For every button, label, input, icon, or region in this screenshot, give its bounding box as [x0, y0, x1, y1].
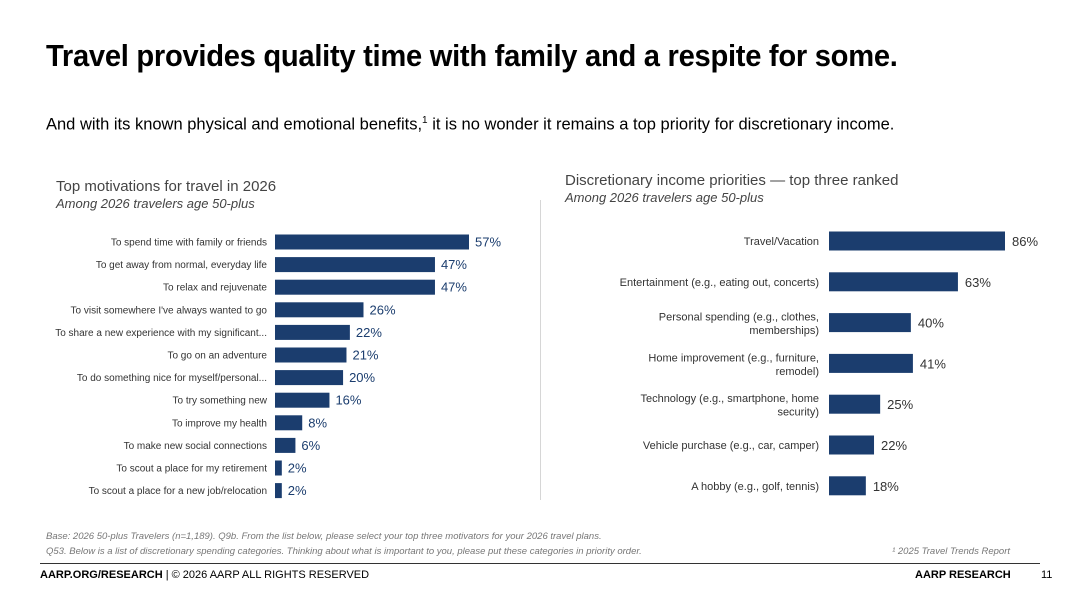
footer-brand: AARP RESEARCH [915, 569, 1011, 581]
left-value-label: 2% [288, 461, 307, 476]
right-category-label: A hobby (e.g., golf, tennis) [691, 481, 819, 493]
left-value-label: 6% [301, 438, 320, 453]
right-category-label: Personal spending (e.g., clothes, members… [659, 312, 819, 338]
left-category-label: To go on an adventure [167, 351, 267, 362]
right-category-label: Travel/Vacation [744, 236, 819, 248]
right-bar [829, 476, 866, 496]
left-value-label: 8% [308, 415, 327, 430]
left-value-label: 16% [335, 393, 361, 408]
footer-divider [40, 563, 1040, 564]
right-value-label: 63% [965, 275, 991, 290]
left-category-label: To scout a place for my retirement [116, 464, 267, 475]
footer-rights: | © 2026 AARP ALL RIGHTS RESERVED [162, 569, 370, 581]
subtitle-text: And with its known physical and emotiona… [46, 115, 423, 134]
left-bar [275, 460, 282, 476]
left-category-label: To try something new [173, 396, 268, 407]
left-category-label: To scout a place for a new job/relocatio… [89, 486, 267, 497]
left-bar [275, 392, 330, 408]
right-category-label: Entertainment (e.g., eating out, concert… [620, 277, 819, 289]
page-subtitle: And with its known physical and emotiona… [46, 115, 894, 135]
left-bar [275, 370, 344, 386]
right-value-label: 41% [920, 356, 946, 371]
left-bar [275, 257, 435, 273]
left-bar [275, 234, 469, 250]
left-category-label: To share a new experience with my signif… [55, 328, 267, 339]
left-bar [275, 324, 350, 340]
right-category-label-line: security) [777, 407, 819, 419]
right-category-label-line: memberships) [749, 325, 819, 337]
left-value-label: 47% [441, 257, 467, 272]
footnote-base: Base: 2026 50-plus Travelers (n=1,189). … [46, 531, 602, 542]
footer-copyright: AARP.ORG/RESEARCH | © 2026 AARP ALL RIGH… [40, 569, 369, 581]
subtitle-footnote-ref: 1 [422, 115, 428, 126]
right-value-label: 22% [881, 438, 907, 453]
left-value-label: 20% [349, 370, 375, 385]
right-bar [829, 231, 1005, 251]
right-value-label: 18% [873, 479, 899, 494]
page-title: Travel provides quality time with family… [46, 38, 898, 73]
left-value-label: 22% [356, 325, 382, 340]
left-value-label: 2% [288, 483, 307, 498]
left-bar [275, 347, 347, 363]
left-chart-subtitle: Among 2026 travelers age 50-plus [56, 196, 255, 211]
left-category-label: To spend time with family or friends [111, 238, 267, 249]
right-category-label-line: Personal spending (e.g., clothes, [659, 312, 819, 324]
left-category-label: To relax and rejuvenate [163, 283, 267, 294]
right-value-label: 86% [1012, 234, 1038, 249]
footnote-q53: Q53. Below is a list of discretionary sp… [46, 546, 642, 557]
right-bar [829, 272, 958, 292]
right-category-label: Home improvement (e.g., furniture, remode… [648, 352, 819, 378]
right-category-label-line: remodel) [776, 366, 819, 378]
right-chart-subtitle: Among 2026 travelers age 50-plus [565, 190, 764, 205]
footnote-reference: ¹ 2025 Travel Trends Report [892, 546, 1010, 557]
left-bar [275, 437, 296, 453]
right-category-label-line: Home improvement (e.g., furniture, [648, 352, 819, 364]
chart-divider [540, 200, 541, 500]
left-bar [275, 415, 303, 431]
left-category-label: To improve my health [172, 418, 267, 429]
page-number: 11 [1041, 569, 1053, 581]
left-bar [275, 302, 364, 318]
motivations-bar-chart: To spend time with family or friends 57% T… [55, 234, 501, 499]
right-bar [829, 353, 913, 373]
right-category-label-line: Technology (e.g., smartphone, home [640, 393, 819, 405]
right-value-label: 40% [918, 316, 944, 331]
right-bar [829, 435, 875, 455]
right-chart-title: Discretionary income priorities — top th… [565, 172, 899, 189]
right-bar [829, 394, 881, 414]
left-bar [275, 483, 282, 499]
left-category-label: To get away from normal, everyday life [96, 260, 268, 271]
left-value-label: 21% [352, 348, 378, 363]
left-category-label: To visit somewhere I've always wanted to… [71, 305, 268, 316]
left-value-label: 47% [441, 280, 467, 295]
subtitle-text-after: it is no wonder it remains a top priorit… [427, 115, 895, 134]
left-value-label: 26% [369, 302, 395, 317]
left-chart-title: Top motivations for travel in 2026 [56, 178, 277, 195]
footer-site-link[interactable]: AARP.ORG/RESEARCH [40, 569, 163, 581]
right-bar [829, 313, 911, 333]
right-category-label: Technology (e.g., smartphone, home securi… [640, 393, 819, 419]
left-category-label: To do something nice for myself/personal… [77, 373, 267, 384]
income-priorities-bar-chart: Travel/Vacation 86% Entertainment (e.g., e… [620, 231, 1038, 496]
right-value-label: 25% [887, 397, 913, 412]
right-category-label: Vehicle purchase (e.g., car, camper) [643, 440, 819, 452]
left-value-label: 57% [475, 235, 501, 250]
left-bar [275, 279, 435, 295]
left-category-label: To make new social connections [124, 441, 267, 452]
